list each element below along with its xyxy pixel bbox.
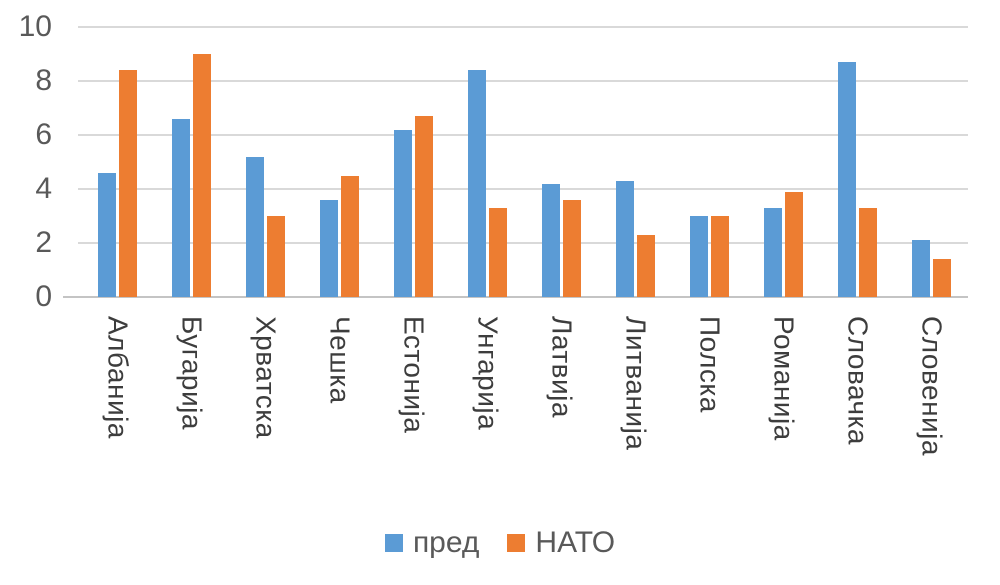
bar-pred	[616, 180, 634, 297]
category-label: Хрватска	[250, 316, 282, 439]
legend-label-pred: пред	[412, 526, 480, 559]
bar-nato	[859, 207, 877, 297]
category-label: Естонија	[398, 316, 430, 434]
legend: пред НАТО	[0, 528, 1000, 558]
bar-pred	[320, 199, 338, 297]
x-axis-line	[63, 296, 968, 298]
bar-nato	[933, 259, 951, 297]
category-label: Бугарија	[176, 316, 208, 430]
gridline	[78, 80, 968, 82]
y-axis-tick-label: 8	[35, 64, 52, 97]
y-axis-tick-label: 0	[35, 280, 52, 313]
bar-pred	[246, 156, 264, 297]
bar-nato	[711, 216, 729, 297]
bar-nato	[489, 207, 507, 297]
bar-pred	[542, 183, 560, 297]
y-axis-tick-label: 2	[35, 226, 52, 259]
bar-nato	[563, 199, 581, 297]
y-axis-tick-label: 4	[35, 172, 52, 205]
bar-nato	[415, 116, 433, 297]
bar-nato	[267, 216, 285, 297]
legend-label-nato: НАТО	[535, 526, 616, 559]
category-label: Унгарија	[472, 316, 504, 431]
bar-pred	[912, 240, 930, 297]
bar-pred	[172, 118, 190, 297]
bar-pred	[838, 62, 856, 297]
category-label: Романија	[768, 316, 800, 441]
bar-nato	[119, 70, 137, 297]
bar-nato	[637, 234, 655, 297]
bar-nato	[193, 54, 211, 297]
bar-pred	[468, 70, 486, 297]
gridline	[78, 188, 968, 190]
category-label: Албанија	[102, 316, 134, 439]
gridline	[78, 242, 968, 244]
legend-item-pred: пред	[384, 526, 480, 559]
category-label: Словенија	[916, 316, 948, 456]
gridline	[78, 26, 968, 28]
legend-item-nato: НАТО	[507, 528, 615, 558]
bar-pred	[98, 172, 116, 297]
legend-swatch-nato	[507, 534, 526, 552]
category-label: Словачка	[842, 316, 874, 445]
bar-pred	[764, 207, 782, 297]
gridline	[78, 134, 968, 136]
bar-pred	[394, 129, 412, 297]
bar-nato	[785, 191, 803, 297]
y-axis-tick-label: 6	[35, 118, 52, 151]
bar-nato	[341, 175, 359, 297]
category-label: Литванија	[620, 316, 652, 451]
category-label: Чешка	[324, 316, 356, 404]
y-axis-tick-label: 10	[18, 10, 52, 43]
category-label: Латвија	[546, 316, 578, 418]
bar-pred	[690, 216, 708, 297]
category-label: Полска	[694, 316, 726, 413]
legend-swatch-pred	[384, 534, 403, 552]
